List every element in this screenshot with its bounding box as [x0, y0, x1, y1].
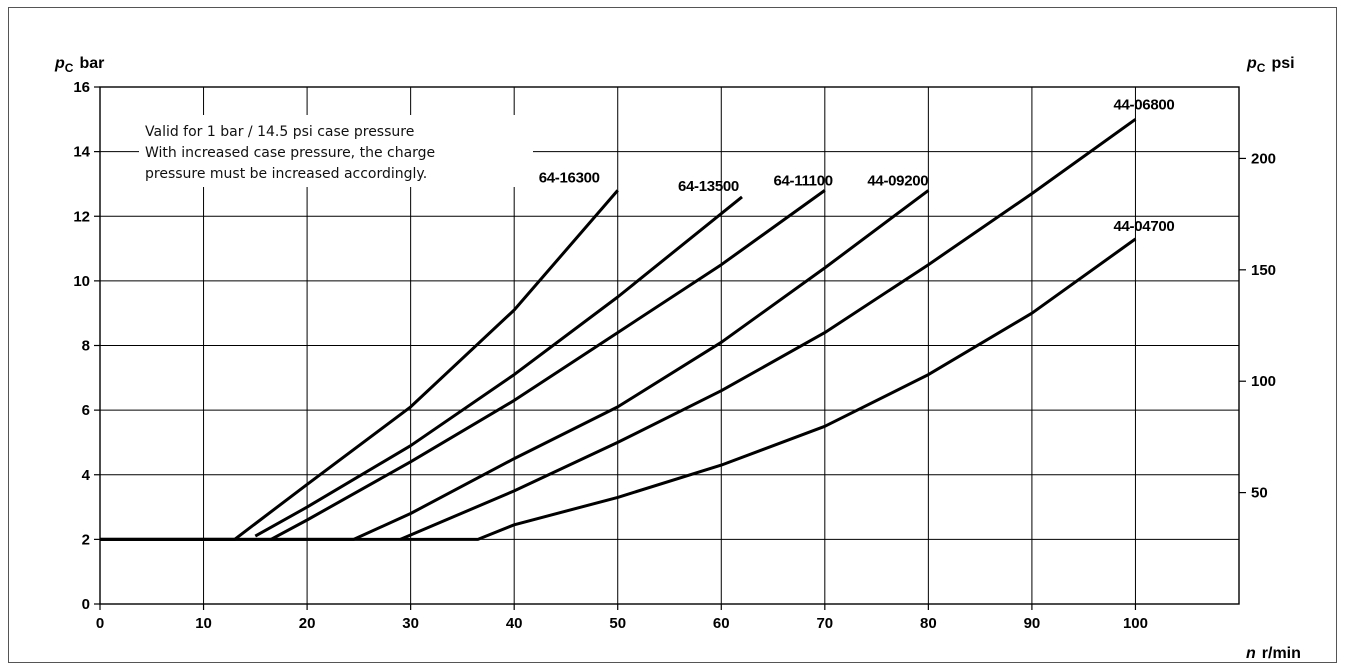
series-labels: 64-16300 64-13500 64-11100 44-09200 44-06800…: [539, 96, 1175, 235]
x-title: n r/min: [1246, 645, 1301, 662]
series-label-44-09200: 44-09200: [867, 172, 928, 189]
series-label-64-13500: 64-13500: [678, 178, 739, 195]
tick-label-x: 30: [402, 615, 419, 632]
series-label-44-04700: 44-04700: [1113, 218, 1174, 235]
chart-frame: 0 2 4 6 8 10 12 14 16 0 10 20 30 40 50 60 70 80 90 100 50 100…: [8, 7, 1337, 663]
tick-labels: 0 2 4 6 8 10 12 14 16 0 10 20 30 40 50 60 70 80 90 100 50 100…: [73, 79, 1276, 632]
tick-label-y-left: 2: [82, 531, 90, 548]
y-left-title: pC bar: [54, 55, 104, 75]
tick-label-y-left: 10: [73, 273, 90, 290]
tick-label-y-left: 4: [82, 467, 91, 484]
tick-label-y-left: 0: [82, 596, 90, 613]
series-line-44-04700: [100, 237, 1137, 541]
plot-border: [99, 86, 1240, 605]
tick-label-y-left: 14: [73, 144, 90, 161]
pressure-chart: 0 2 4 6 8 10 12 14 16 0 10 20 30 40 50 60 70 80 90 100 50 100…: [54, 55, 1301, 662]
tick-label-x: 20: [299, 615, 316, 632]
series-label-44-06800: 44-06800: [1113, 96, 1174, 113]
tick-label-y-left: 6: [82, 402, 90, 419]
series-label-64-11100: 64-11100: [773, 172, 832, 189]
y-left-subscript: C: [65, 61, 74, 75]
series-line-44-06800: [399, 118, 1137, 541]
tick-label-y-right: 200: [1251, 150, 1276, 167]
x-unit: r/min: [1262, 645, 1301, 662]
note-background: [139, 115, 533, 187]
y-right-subscript: C: [1257, 61, 1266, 75]
y-left-unit: bar: [79, 55, 104, 72]
tick-label-y-left: 16: [73, 79, 90, 96]
series-line-64-16300: [100, 189, 619, 541]
tick-label-x: 80: [920, 615, 937, 632]
tick-label-y-left: 12: [73, 208, 90, 225]
tick-label-y-right: 150: [1251, 262, 1276, 279]
tick-label-x: 10: [195, 615, 212, 632]
tick-label-y-left: 8: [82, 338, 90, 355]
tick-label-y-right: 50: [1251, 485, 1268, 502]
y-right-symbol: p: [1246, 55, 1257, 72]
tick-label-x: 90: [1024, 615, 1041, 632]
tick-label-x: 70: [816, 615, 833, 632]
tick-label-x: 40: [506, 615, 523, 632]
y-left-symbol: p: [54, 55, 65, 72]
grid: [94, 86, 1246, 610]
series-label-64-16300: 64-16300: [539, 169, 600, 186]
tick-label-x: 0: [96, 615, 104, 632]
y-right-unit: psi: [1271, 55, 1294, 72]
note-line-3: pressure must be increased accordingly.: [145, 166, 427, 182]
note-line-2: With increased case pressure, the charge: [145, 145, 435, 161]
series-line-64-11100: [270, 189, 826, 541]
series-line-64-13500: [254, 195, 743, 538]
tick-label-x: 50: [609, 615, 626, 632]
note-line-1: Valid for 1 bar / 14.5 psi case pressure: [145, 124, 414, 140]
tick-label-x: 60: [713, 615, 730, 632]
x-symbol: n: [1246, 645, 1256, 662]
series-line-44-09200: [100, 189, 930, 541]
y-right-title: pC psi: [1246, 55, 1295, 75]
series-lines: [100, 118, 1137, 541]
tick-label-x: 100: [1123, 615, 1148, 632]
tick-label-y-right: 100: [1251, 373, 1276, 390]
